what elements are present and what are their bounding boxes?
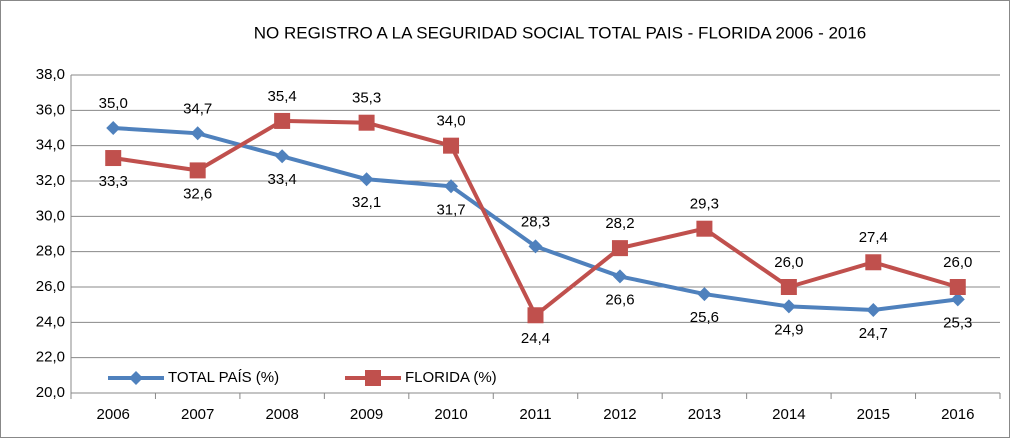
data-label: 35,3 [352,90,381,107]
marker [950,292,965,307]
y-tick-label: 32,0 [36,172,65,189]
data-label: 26,0 [943,254,972,271]
marker [365,370,381,386]
data-label: 24,9 [774,321,803,338]
x-tick-label: 2006 [97,406,130,423]
marker [358,114,375,131]
data-label: 25,6 [690,309,719,326]
data-label: 31,7 [436,201,465,218]
data-label: 34,7 [183,100,212,117]
data-label: 33,4 [268,171,297,188]
y-tick-label: 20,0 [36,384,65,401]
y-tick-label: 26,0 [36,278,65,295]
legend-label: FLORIDA (%) [405,369,497,386]
marker [866,302,881,317]
data-label: 28,2 [605,215,634,232]
y-tick-label: 28,0 [36,243,65,260]
marker [190,126,205,141]
data-label: 26,6 [605,291,634,308]
marker [781,299,796,314]
x-tick-label: 2007 [181,406,214,423]
data-label: 24,4 [521,330,550,347]
data-label: 35,0 [99,95,128,112]
y-tick-label: 30,0 [36,207,65,224]
x-tick-label: 2012 [603,406,636,423]
x-tick-label: 2013 [688,406,721,423]
legend-label: TOTAL PAÍS (%) [168,369,279,386]
data-label: 35,4 [268,88,297,105]
data-label: 32,1 [352,194,381,211]
chart-title: NO REGISTRO A LA SEGURIDAD SOCIAL TOTAL … [254,23,867,42]
marker [696,220,713,237]
marker [444,179,459,194]
data-label: 29,3 [690,196,719,213]
marker [611,240,628,257]
data-label: 28,3 [521,213,550,230]
marker [443,137,460,154]
data-label: 32,6 [183,185,212,202]
marker [189,162,206,179]
data-label: 24,7 [859,325,888,342]
data-label: 26,0 [774,254,803,271]
marker [527,307,544,324]
x-tick-label: 2008 [265,406,298,423]
marker [528,239,543,254]
x-tick-label: 2009 [350,406,383,423]
data-label: 33,3 [99,173,128,190]
marker [949,279,966,295]
x-tick-label: 2014 [772,406,805,423]
marker [129,371,143,385]
marker [612,269,627,284]
marker [865,254,882,271]
marker [359,172,374,187]
x-tick-label: 2015 [857,406,890,423]
marker [106,121,121,135]
marker [275,149,290,164]
marker [697,287,712,302]
x-tick-label: 2010 [434,406,467,423]
marker [780,279,797,295]
y-tick-label: 22,0 [36,349,65,366]
data-label: 25,3 [943,314,972,331]
y-tick-label: 34,0 [36,137,65,154]
marker [274,112,291,129]
y-tick-label: 36,0 [36,101,65,118]
y-tick-label: 38,0 [36,66,65,83]
data-label: 34,0 [436,113,465,130]
x-tick-label: 2011 [519,406,551,423]
marker [105,150,122,167]
x-tick-label: 2016 [941,406,974,423]
data-label: 27,4 [859,229,888,246]
y-tick-label: 24,0 [36,313,65,330]
